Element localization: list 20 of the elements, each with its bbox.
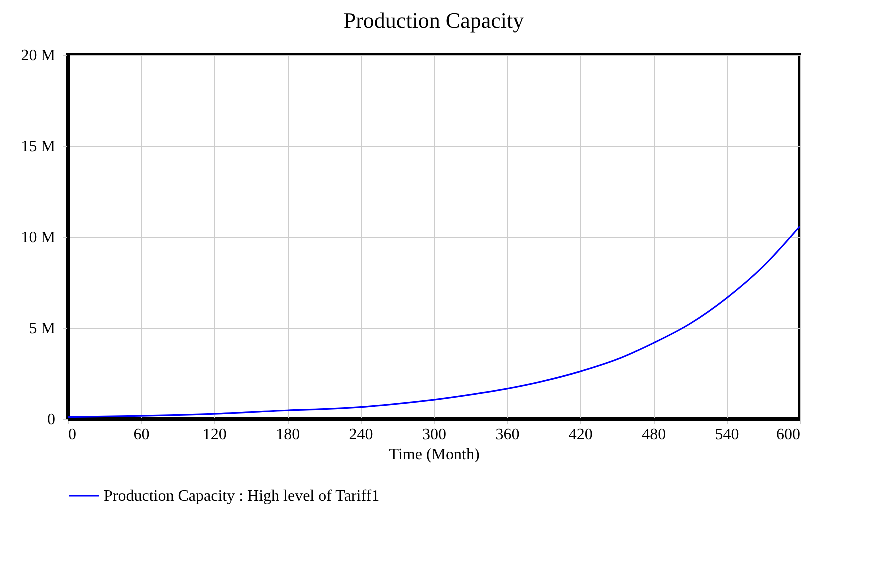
x-tick-label: 60 [134, 426, 150, 444]
legend-label: Production Capacity : High level of Tariff1 [104, 488, 380, 505]
y-tick-label: 20 M [21, 48, 56, 64]
x-tick-label: 540 [715, 426, 740, 444]
x-tick-label: 600 [776, 426, 800, 444]
line-series [67, 226, 801, 418]
x-tick-label: 300 [422, 426, 446, 444]
x-tick-label: 480 [642, 426, 666, 444]
x-tick-label: 120 [202, 426, 227, 444]
y-tick-label: 15 M [21, 138, 56, 156]
x-tick-label: 240 [349, 426, 374, 444]
chart-title: Production Capacity [344, 8, 524, 33]
x-tick-label: 360 [496, 426, 520, 444]
x-axis-title: Time (Month) [389, 446, 480, 464]
x-tick-label: 0 [68, 426, 76, 444]
y-tick-label: 0 [48, 412, 56, 428]
y-tick-label: 10 M [21, 230, 56, 246]
x-tick-label: 420 [568, 426, 593, 444]
y-tick-label: 5 M [29, 320, 56, 338]
x-tick-label: 180 [276, 426, 300, 444]
